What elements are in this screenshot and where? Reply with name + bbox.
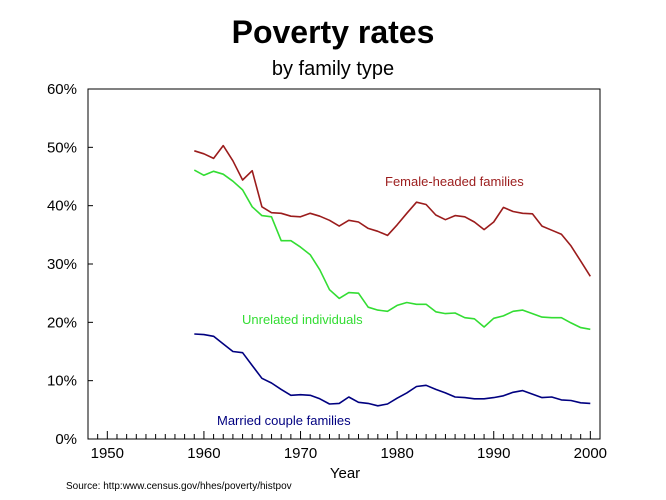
series-line-unrelated-individuals	[193, 169, 591, 331]
x-tick-label: 2000	[574, 445, 607, 462]
source-note: Source: http:www.census.gov/hhes/poverty…	[66, 481, 292, 492]
y-tick-label: 50%	[47, 139, 77, 156]
x-axis-label: Year	[330, 465, 360, 482]
series-annotation: Married couple families	[217, 413, 351, 428]
series-annotation: Female-headed families	[385, 174, 524, 189]
x-tick-label: 1980	[380, 445, 413, 462]
y-tick-label: 30%	[47, 256, 77, 273]
x-tick-label: 1970	[284, 445, 317, 462]
y-tick-label: 40%	[47, 198, 77, 215]
chart-subtitle: by family type	[271, 58, 395, 80]
series-line-female-headed-families	[194, 144, 591, 277]
chart-title: Poverty rates	[231, 14, 435, 50]
plot-frame	[87, 88, 601, 440]
y-tick-label: 10%	[47, 373, 77, 390]
y-tick-label: 0%	[55, 431, 77, 448]
y-tick-label: 20%	[47, 314, 77, 331]
x-tick-label: 1950	[91, 445, 124, 462]
series-annotation: Unrelated individuals	[242, 312, 363, 327]
y-tick-label: 60%	[47, 81, 77, 98]
series-line-married-couple-families	[194, 333, 591, 407]
x-tick-label: 1960	[187, 445, 220, 462]
x-tick-label: 1990	[477, 445, 510, 462]
